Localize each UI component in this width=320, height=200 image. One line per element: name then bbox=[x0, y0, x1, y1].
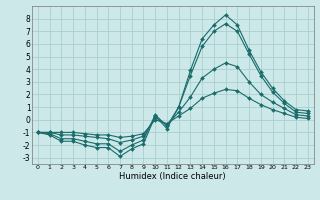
X-axis label: Humidex (Indice chaleur): Humidex (Indice chaleur) bbox=[119, 172, 226, 181]
